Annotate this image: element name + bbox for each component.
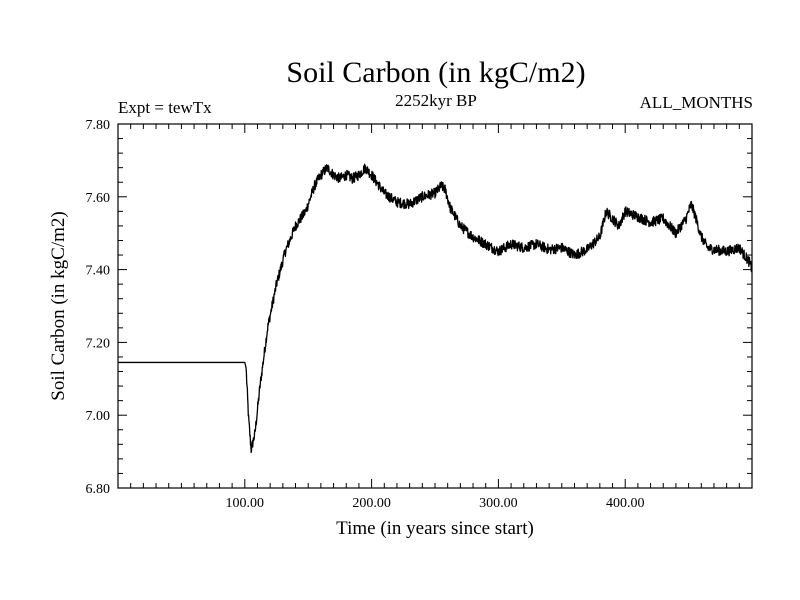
- x-tick-label: 400.00: [606, 496, 645, 511]
- period-label: 2252kyr BP: [395, 91, 477, 110]
- y-tick-label: 7.00: [86, 409, 111, 424]
- x-tick-label: 200.00: [352, 496, 391, 511]
- series-line: [117, 163, 753, 454]
- y-tick-label: 6.80: [86, 482, 111, 497]
- x-axis-label: Time (in years since start): [336, 518, 534, 539]
- y-tick-label: 7.80: [86, 118, 111, 133]
- plot-frame: [117, 123, 753, 489]
- plot-series: [117, 163, 753, 454]
- y-tick-label: 7.20: [86, 336, 111, 351]
- x-tick-label: 300.00: [479, 496, 518, 511]
- experiment-label: Expt = tewTx: [118, 98, 212, 117]
- months-label: ALL_MONTHS: [640, 93, 753, 112]
- axis-ticks: [118, 124, 752, 488]
- y-tick-label: 7.40: [86, 264, 111, 279]
- x-tick-label: 100.00: [226, 496, 265, 511]
- chart-title: Soil Carbon (in kgC/m2): [286, 56, 585, 89]
- axis-tick-labels: 100.00 200.00 300.00 400.00 6.80 7.00 7.20 7.40…: [86, 118, 645, 511]
- y-tick-label: 7.60: [86, 191, 111, 206]
- y-axis-label: Soil Carbon (in kgC/m2): [48, 211, 69, 400]
